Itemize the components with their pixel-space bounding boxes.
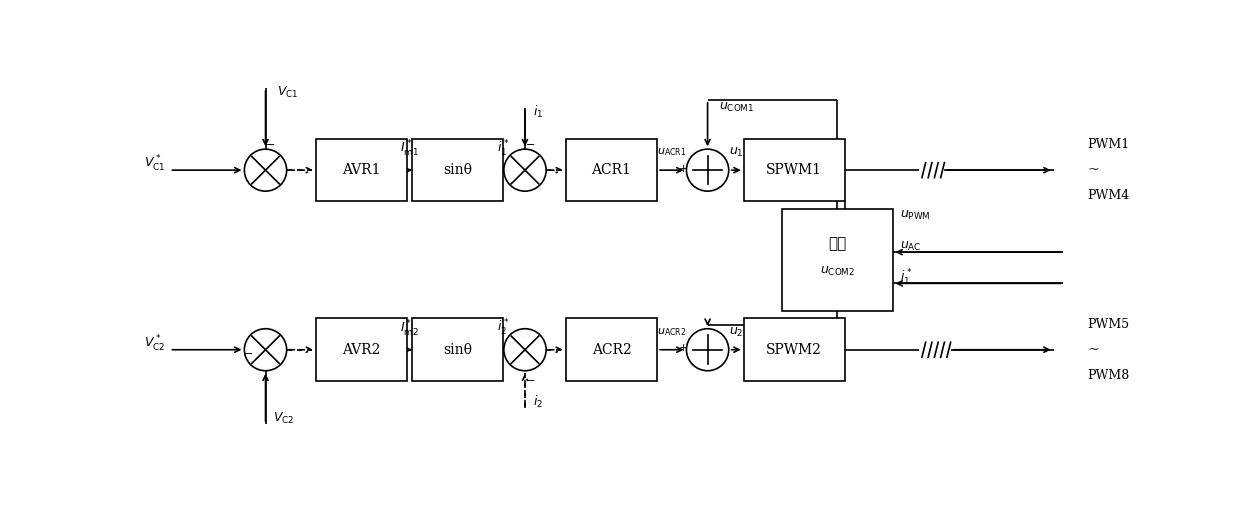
- Text: $+$: $+$: [678, 342, 688, 353]
- Text: ~: ~: [1087, 163, 1099, 177]
- Ellipse shape: [687, 149, 729, 191]
- Text: sinθ: sinθ: [443, 343, 472, 357]
- Text: $i_1^*$: $i_1^*$: [900, 268, 913, 287]
- Text: SPWM1: SPWM1: [766, 163, 822, 177]
- Text: $I_{\rm m1}^*$: $I_{\rm m1}^*$: [401, 138, 419, 159]
- Bar: [565, 139, 657, 201]
- Text: $i_2$: $i_2$: [533, 394, 543, 411]
- Text: PWM5: PWM5: [1087, 318, 1130, 331]
- Text: ACR2: ACR2: [591, 343, 631, 357]
- Text: $u_{\rm AC}$: $u_{\rm AC}$: [900, 240, 921, 253]
- Text: $V_{\rm C2}^*$: $V_{\rm C2}^*$: [144, 334, 166, 354]
- Text: 计算: 计算: [828, 237, 847, 251]
- Bar: [412, 139, 503, 201]
- Text: $u_{\rm COM1}$: $u_{\rm COM1}$: [719, 101, 754, 114]
- Text: $i_2^*$: $i_2^*$: [497, 318, 510, 338]
- Ellipse shape: [244, 329, 286, 371]
- Text: sinθ: sinθ: [443, 163, 472, 177]
- Text: $u_{\rm COM2}$: $u_{\rm COM2}$: [820, 265, 854, 278]
- Text: $V_{\rm C2}$: $V_{\rm C2}$: [273, 411, 294, 425]
- Text: SPWM2: SPWM2: [766, 343, 822, 357]
- Text: $u_{\rm ACR2}$: $u_{\rm ACR2}$: [657, 327, 687, 338]
- Text: $-$: $-$: [525, 374, 534, 383]
- Text: $\dot{I}_{\rm m2}^*$: $\dot{I}_{\rm m2}^*$: [401, 318, 419, 338]
- Text: $V_{\rm C1}^*$: $V_{\rm C1}^*$: [144, 154, 166, 174]
- Ellipse shape: [503, 149, 546, 191]
- Bar: [316, 139, 407, 201]
- Text: AVR2: AVR2: [342, 343, 381, 357]
- Text: ~: ~: [1087, 343, 1099, 357]
- Text: PWM1: PWM1: [1087, 138, 1130, 151]
- Text: $-$: $-$: [265, 138, 275, 148]
- Text: $+$: $+$: [678, 163, 688, 174]
- Text: ACR1: ACR1: [591, 163, 631, 177]
- Ellipse shape: [687, 329, 729, 371]
- Text: $i_1$: $i_1$: [533, 103, 543, 120]
- Text: $u_2$: $u_2$: [729, 325, 744, 339]
- Text: PWM8: PWM8: [1087, 369, 1130, 382]
- Text: $-$: $-$: [525, 138, 534, 148]
- Text: AVR1: AVR1: [342, 163, 381, 177]
- Bar: [744, 139, 844, 201]
- Ellipse shape: [503, 329, 546, 371]
- Ellipse shape: [244, 149, 286, 191]
- Text: $u_{\rm PWM}$: $u_{\rm PWM}$: [900, 209, 931, 222]
- Bar: [744, 318, 844, 381]
- Text: PWM4: PWM4: [1087, 189, 1130, 202]
- Bar: [412, 318, 503, 381]
- Text: $i_1^*$: $i_1^*$: [497, 138, 510, 159]
- Bar: [782, 209, 893, 311]
- Bar: [316, 318, 407, 381]
- Text: $-$: $-$: [243, 347, 253, 357]
- Text: $u_1$: $u_1$: [729, 146, 744, 159]
- Text: $V_{\rm C1}$: $V_{\rm C1}$: [277, 85, 299, 99]
- Text: $u_{\rm ACR1}$: $u_{\rm ACR1}$: [657, 147, 687, 159]
- Bar: [565, 318, 657, 381]
